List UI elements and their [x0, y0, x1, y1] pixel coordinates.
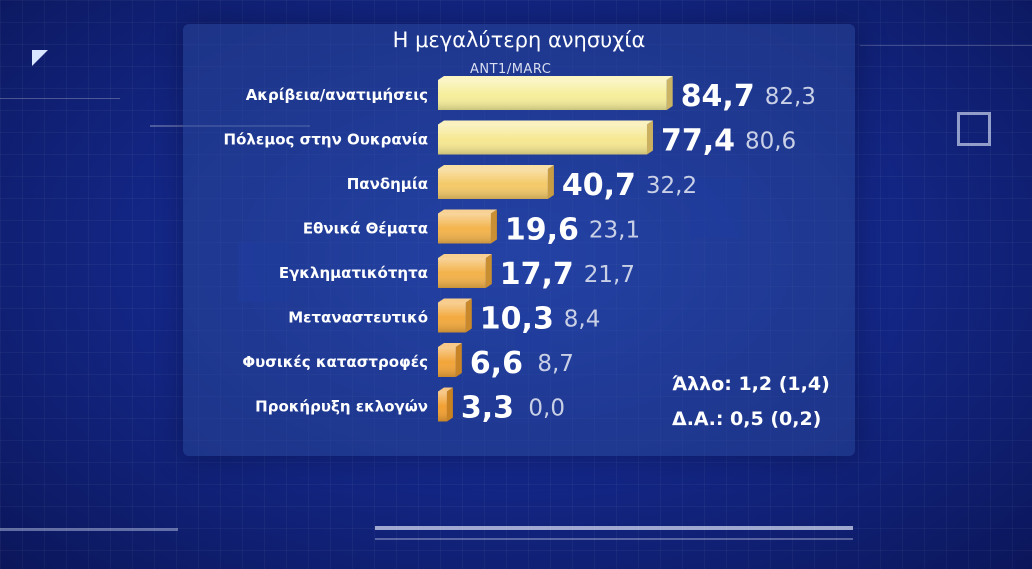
chart-title: Η μεγαλύτερη ανησυχία	[392, 28, 646, 52]
previous-value-label: 82,3	[765, 84, 816, 110]
value-label: 3,3	[461, 391, 514, 426]
line-decoration	[0, 98, 120, 99]
bar-shading	[438, 391, 447, 422]
line-decoration	[860, 45, 1032, 46]
category-label: Φυσικές καταστροφές	[242, 353, 428, 371]
value-label: 17,7	[500, 257, 574, 292]
outline-square-decoration	[957, 112, 991, 146]
value-label: 84,7	[681, 79, 755, 114]
line-decoration	[375, 526, 853, 530]
chart-source: ANT1/MARC	[470, 62, 552, 77]
bar-side	[446, 387, 453, 422]
bar-shading	[438, 213, 491, 244]
bar-side	[465, 298, 472, 333]
category-label: Μεταναστευτικό	[288, 309, 428, 327]
bar-shading	[438, 80, 667, 110]
previous-value-label: 23,1	[589, 218, 640, 244]
bar-top	[438, 120, 653, 125]
category-label: Προκήρυξη εκλογών	[255, 398, 428, 416]
annotation-dont-know: Δ.Α.: 0,5 (0,2)	[672, 408, 822, 430]
category-label: Πανδημία	[347, 175, 428, 193]
bar-shading	[438, 124, 647, 155]
bar-shading	[438, 258, 486, 288]
bar-side	[455, 343, 462, 377]
bar-side	[490, 209, 497, 244]
bar-top	[438, 254, 492, 258]
bar-side	[666, 76, 673, 110]
bar-shading	[438, 169, 548, 199]
bar-top	[438, 387, 453, 392]
bar-top	[438, 298, 472, 303]
bar-shading	[438, 302, 466, 333]
bar-top	[438, 343, 462, 347]
line-decoration	[375, 538, 853, 540]
category-label: Εγκληματικότητα	[279, 264, 428, 282]
value-label: 77,4	[661, 124, 735, 159]
value-label: 40,7	[562, 168, 636, 203]
line-decoration	[0, 528, 178, 531]
bar-side	[485, 254, 492, 288]
previous-value-label: 21,7	[584, 262, 635, 288]
previous-value-label: 32,2	[646, 173, 697, 199]
previous-value-label: 0,0	[528, 396, 565, 422]
triangle-decoration	[32, 50, 48, 66]
annotation-other: Άλλο: 1,2 (1,4)	[672, 373, 830, 395]
previous-value-label: 80,6	[745, 129, 796, 155]
bar-side	[547, 165, 554, 199]
category-label: Εθνικά Θέματα	[303, 220, 428, 238]
value-label: 6,6	[470, 346, 523, 381]
previous-value-label: 8,7	[537, 351, 574, 377]
category-label: Πόλεμος στην Ουκρανία	[224, 131, 428, 149]
bar-shading	[438, 347, 456, 377]
category-label: Ακρίβεια/ανατιμήσεις	[246, 86, 428, 104]
bar-top	[438, 76, 673, 80]
value-label: 19,6	[505, 213, 579, 248]
bar-top	[438, 165, 554, 169]
bar-top	[438, 209, 497, 214]
bar-side	[646, 120, 653, 155]
value-label: 10,3	[480, 302, 554, 337]
previous-value-label: 8,4	[564, 307, 601, 333]
